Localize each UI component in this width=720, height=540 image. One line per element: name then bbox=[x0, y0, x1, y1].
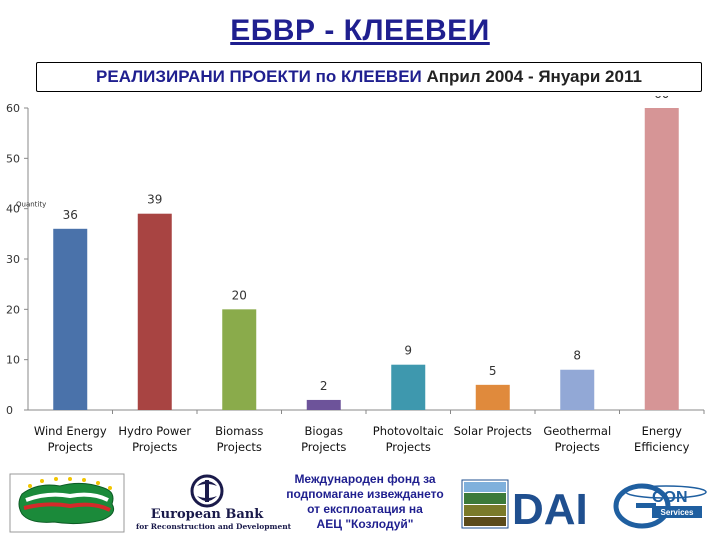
main-title: ЕБВР - КЛЕЕВЕИ bbox=[230, 14, 490, 47]
data-label: 8 bbox=[573, 349, 581, 363]
encon-logo: CON Services bbox=[606, 474, 710, 534]
data-label: 5 bbox=[489, 364, 497, 378]
data-label: 36 bbox=[63, 208, 78, 222]
bar bbox=[560, 369, 595, 410]
axes-layer: 0 10 20 30 40 50 60 Quantity bbox=[6, 102, 705, 417]
dai-text: DAI bbox=[512, 485, 586, 532]
x-tick-label: Energy bbox=[642, 424, 682, 438]
ebrd-name: European Bank bbox=[150, 507, 264, 522]
bar bbox=[475, 384, 510, 410]
bar bbox=[137, 213, 172, 410]
x-tick-label: Wind Energy bbox=[34, 424, 107, 438]
bars-layer bbox=[53, 108, 679, 410]
data-label: 60 bbox=[654, 96, 669, 101]
encon-text: CON bbox=[652, 489, 688, 506]
y-tick-label: 0 bbox=[6, 404, 13, 417]
subtitle-text: РЕАЛИЗИРАНИ ПРОЕКТИ по КЛЕЕВЕИ bbox=[96, 67, 427, 86]
x-tick-label: Geothermal bbox=[543, 424, 611, 438]
x-tick-label: Projects bbox=[301, 440, 346, 454]
bar bbox=[222, 309, 257, 410]
x-tick-label: Biogas bbox=[305, 424, 343, 438]
x-tick-label: Efficiency bbox=[634, 440, 690, 454]
ebrd-logo: European Bank for Reconstruction and Dev… bbox=[136, 474, 292, 536]
kidsf-line: АЕЦ "Козлодуй" bbox=[316, 517, 414, 531]
y-tick-label: 20 bbox=[6, 303, 20, 316]
y-tick-label: 40 bbox=[6, 203, 20, 216]
encon-subtext: Services bbox=[661, 508, 694, 517]
x-tick-label: Hydro Power bbox=[118, 424, 191, 438]
y-tick-label: 50 bbox=[6, 152, 20, 165]
kidsf-line: от експлоатация на bbox=[307, 502, 423, 516]
bulgaria-eu-map-logo bbox=[8, 472, 126, 534]
y-tick-label: 10 bbox=[6, 354, 20, 367]
data-label: 39 bbox=[147, 193, 162, 207]
kidsf-fund-text: Международен фонд за подпомагане извежда… bbox=[270, 472, 460, 532]
logo-strip: European Bank for Reconstruction and Dev… bbox=[0, 466, 720, 540]
kidsf-line: Международен фонд за bbox=[294, 472, 436, 486]
y-tick-label: 60 bbox=[6, 102, 20, 115]
kidsf-line: подпомагане извеждането bbox=[286, 487, 444, 501]
data-label: 2 bbox=[320, 379, 328, 393]
y-tick-label: 30 bbox=[6, 253, 20, 266]
x-tick-label: Projects bbox=[217, 440, 262, 454]
data-label: 9 bbox=[404, 344, 412, 358]
x-tick-label: Projects bbox=[386, 440, 431, 454]
x-tick-label: Photovoltaic bbox=[373, 424, 444, 438]
data-label: 20 bbox=[232, 288, 247, 302]
x-tick-label: Biomass bbox=[215, 424, 263, 438]
x-tick-label: Projects bbox=[48, 440, 93, 454]
ebrd-emblem-icon bbox=[190, 474, 224, 508]
subtitle-date-range: Април 2004 - Януари 2011 bbox=[426, 67, 642, 86]
x-tick-label: Projects bbox=[555, 440, 600, 454]
x-tick-label: Solar Projects bbox=[454, 424, 532, 438]
dai-logo: DAI bbox=[458, 476, 588, 534]
ebrd-subtitle: for Reconstruction and Development bbox=[136, 522, 292, 531]
bar bbox=[644, 108, 679, 410]
bar bbox=[391, 364, 426, 410]
bar bbox=[306, 399, 341, 410]
x-tick-label: Projects bbox=[132, 440, 177, 454]
bar bbox=[53, 228, 88, 410]
labels-layer: 36 Wind Energy Projects 39 Hydro Power Projec… bbox=[34, 96, 690, 454]
bar-chart: 0 10 20 30 40 50 60 Quantity 36 Wind Energy Proje… bbox=[6, 96, 705, 454]
y-axis-label: Quantity bbox=[16, 201, 46, 209]
subtitle-box: РЕАЛИЗИРАНИ ПРОЕКТИ по КЛЕЕВЕИ Април 200… bbox=[36, 62, 702, 92]
